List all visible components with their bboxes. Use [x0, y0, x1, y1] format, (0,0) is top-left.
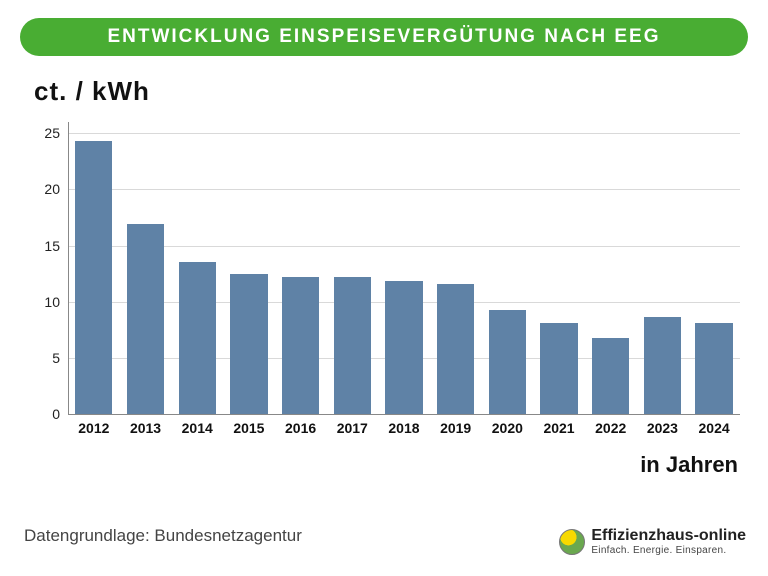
y-tick-label: 5 — [20, 350, 60, 366]
y-tick-label: 10 — [20, 294, 60, 310]
x-tick-label: 2020 — [492, 420, 523, 436]
chart-title-pill: ENTWICKLUNG EINSPEISEVERGÜTUNG NACH EEG — [20, 18, 748, 56]
x-tick-label: 2015 — [233, 420, 264, 436]
x-tick-label: 2022 — [595, 420, 626, 436]
brand-text: Effizienzhaus-online Einfach. Energie. E… — [591, 527, 746, 556]
x-tick-label: 2014 — [182, 420, 213, 436]
y-tick-label: 25 — [20, 125, 60, 141]
bar — [230, 274, 267, 414]
bar-slot: 2019 — [430, 122, 482, 414]
x-axis-line — [68, 414, 740, 415]
brand-name: Effizienzhaus-online — [591, 527, 746, 545]
x-tick-label: 2012 — [78, 420, 109, 436]
bar-slot: 2024 — [688, 122, 740, 414]
bar — [695, 323, 732, 414]
bar — [282, 277, 319, 414]
data-source-note: Datengrundlage: Bundesnetzagentur — [24, 526, 302, 546]
bar — [179, 262, 216, 414]
bar — [334, 277, 371, 414]
plot-region: 2012201320142015201620172018201920202021… — [68, 122, 740, 414]
bar — [489, 310, 526, 414]
bar — [592, 338, 629, 414]
bar-slot: 2020 — [482, 122, 534, 414]
y-tick-label: 15 — [20, 238, 60, 254]
bar — [644, 317, 681, 414]
bar-slot: 2016 — [275, 122, 327, 414]
x-axis-unit-label: in Jahren — [640, 452, 738, 478]
bar-slot: 2021 — [533, 122, 585, 414]
bar — [540, 323, 577, 414]
y-tick-label: 20 — [20, 181, 60, 197]
x-tick-label: 2018 — [388, 420, 419, 436]
x-tick-label: 2019 — [440, 420, 471, 436]
bar-slot: 2013 — [120, 122, 172, 414]
bar-slot: 2018 — [378, 122, 430, 414]
bar-slot: 2012 — [68, 122, 120, 414]
x-tick-label: 2016 — [285, 420, 316, 436]
bars-container: 2012201320142015201620172018201920202021… — [68, 122, 740, 414]
chart-title-text: ENTWICKLUNG EINSPEISEVERGÜTUNG NACH EEG — [107, 26, 660, 48]
bar — [75, 141, 112, 414]
brand-tagline: Einfach. Energie. Einsparen. — [591, 545, 746, 556]
bar-slot: 2015 — [223, 122, 275, 414]
y-axis-unit-label: ct. / kWh — [34, 76, 150, 107]
brand-block: Effizienzhaus-online Einfach. Energie. E… — [559, 527, 746, 556]
bar-slot: 2017 — [326, 122, 378, 414]
x-tick-label: 2013 — [130, 420, 161, 436]
chart-area: 0510152025 20122013201420152016201720182… — [20, 122, 748, 442]
y-axis-line — [68, 122, 69, 414]
brand-logo-icon — [559, 529, 585, 555]
bar-slot: 2022 — [585, 122, 637, 414]
bar — [437, 284, 474, 414]
x-tick-label: 2023 — [647, 420, 678, 436]
x-tick-label: 2021 — [543, 420, 574, 436]
bar — [127, 224, 164, 414]
x-tick-label: 2024 — [699, 420, 730, 436]
bar — [385, 281, 422, 414]
bar-slot: 2023 — [637, 122, 689, 414]
bar-slot: 2014 — [171, 122, 223, 414]
y-tick-label: 0 — [20, 406, 60, 422]
x-tick-label: 2017 — [337, 420, 368, 436]
